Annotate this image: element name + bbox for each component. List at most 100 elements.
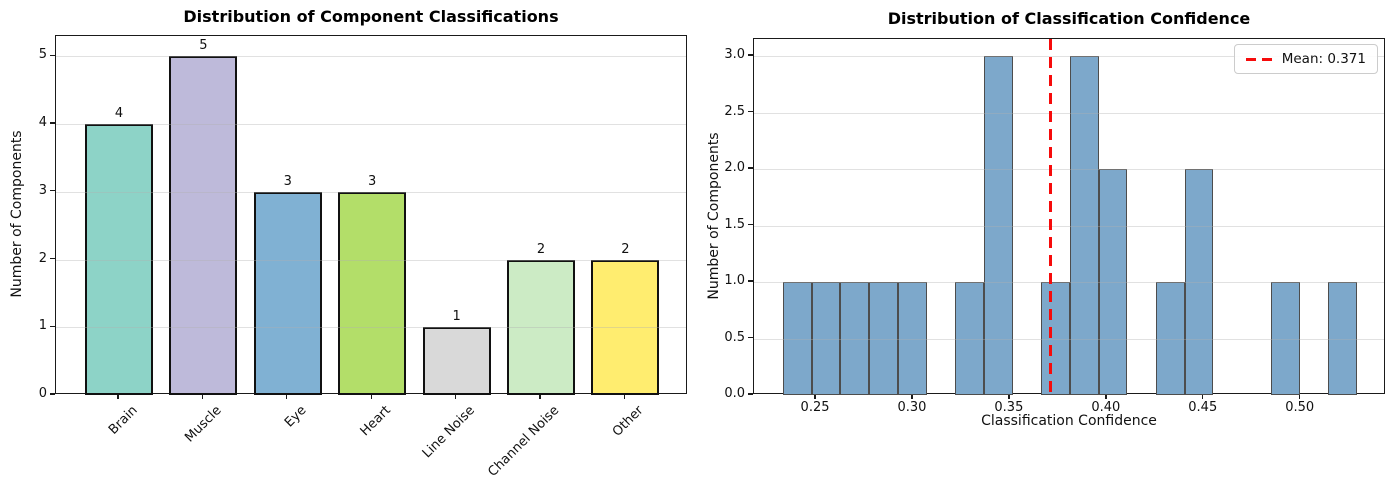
hist-bar	[811, 282, 841, 395]
x-tick-label: 0.40	[1091, 400, 1121, 415]
x-tick-label: 0.35	[994, 400, 1024, 415]
y-tick-label: 0.5	[724, 329, 745, 345]
x-tick-mark	[117, 394, 119, 399]
y-tick-mark	[50, 190, 55, 192]
y-tick-label: 3.0	[724, 47, 745, 62]
hist-bar	[869, 282, 898, 395]
y-tick-label: 1	[38, 318, 47, 334]
x-tick-mark	[539, 394, 541, 399]
mean-line	[1049, 39, 1053, 395]
x-tick-label-brain: Brain	[105, 403, 141, 438]
legend: Mean: 0.371	[1233, 44, 1378, 74]
bar-value-label: 3	[368, 173, 377, 189]
y-tick-mark	[748, 223, 753, 226]
hist-bar	[983, 56, 1013, 395]
y-tick-mark	[50, 54, 55, 57]
bar-muscle	[169, 56, 238, 395]
mean-line-legend-swatch	[1245, 57, 1273, 61]
hist-bar	[955, 282, 984, 395]
x-tick-label-other: Other	[610, 403, 648, 440]
y-tick-label: 2	[38, 250, 47, 266]
y-tick-label: 4	[38, 115, 47, 131]
gridline-y	[56, 56, 686, 58]
bar-eye	[253, 191, 322, 395]
right-plot-area: Mean: 0.371	[753, 38, 1385, 395]
x-tick-mark	[814, 394, 816, 399]
hist-bar	[1098, 169, 1128, 395]
gridline-y	[754, 282, 1384, 283]
x-tick-label: 0.25	[800, 400, 830, 415]
x-tick-label-channel-noise: Channel Noise	[485, 403, 563, 480]
y-tick-mark	[50, 122, 55, 124]
hist-bar	[1156, 282, 1185, 395]
x-tick-mark	[1202, 394, 1204, 399]
bar-value-label: 1	[452, 309, 461, 325]
x-tick-mark	[1299, 394, 1301, 399]
y-tick-label: 0	[38, 386, 47, 401]
x-tick-label-heart: Heart	[357, 403, 394, 440]
x-tick-mark	[1105, 394, 1107, 399]
y-tick-label: 1.0	[724, 273, 745, 288]
left-chart-title: Distribution of Component Classification…	[183, 7, 559, 26]
x-tick-mark	[623, 394, 626, 399]
gridline-y	[56, 124, 686, 126]
gridline-y	[56, 191, 686, 193]
bar-heart	[338, 191, 407, 395]
gridline-y	[56, 327, 686, 329]
x-tick-label: 0.50	[1285, 400, 1315, 415]
y-tick-label: 2.0	[724, 160, 745, 175]
x-tick-label: 0.30	[897, 400, 927, 415]
y-tick-mark	[748, 280, 753, 282]
y-tick-mark	[748, 167, 753, 169]
y-tick-label: 5	[38, 47, 47, 63]
y-tick-mark	[50, 257, 55, 260]
y-tick-label: 0.0	[724, 386, 745, 401]
hist-bar	[840, 282, 870, 395]
left-plot-area: 4 5 3 3 1 2 2	[55, 35, 687, 395]
hist-bar	[1041, 282, 1070, 395]
bar-value-label: 2	[621, 241, 630, 257]
x-tick-mark	[286, 394, 288, 399]
y-tick-label: 2.5	[724, 103, 745, 119]
hist-bar	[1270, 282, 1300, 395]
bar-value-label: 4	[114, 106, 124, 122]
x-tick-mark	[455, 394, 457, 399]
y-tick-mark	[748, 393, 753, 395]
gridline-y	[754, 112, 1384, 114]
gridline-y	[754, 56, 1384, 57]
y-tick-label: 3	[38, 182, 47, 198]
gridline-y	[754, 169, 1384, 170]
gridline-y	[56, 259, 686, 261]
gridline-y	[754, 338, 1384, 340]
bar-line-noise	[422, 327, 491, 395]
hist-bar	[1184, 169, 1214, 395]
legend-label: Mean: 0.371	[1281, 51, 1366, 67]
x-tick-label-line-noise: Line Noise	[420, 403, 479, 462]
bar-value-label: 5	[199, 38, 208, 54]
x-tick-label-muscle: Muscle	[182, 403, 226, 446]
y-tick-mark	[748, 110, 753, 113]
x-tick-mark	[911, 394, 913, 399]
x-tick-label-eye: Eye	[281, 403, 310, 431]
hist-bar	[1070, 56, 1099, 395]
bar-channel-noise	[507, 259, 575, 395]
bar-brain	[85, 124, 153, 395]
y-tick-mark	[748, 54, 753, 56]
x-tick-mark	[1008, 394, 1010, 399]
x-tick-label: 0.45	[1188, 400, 1218, 415]
right-chart-title: Distribution of Classification Confidenc…	[887, 9, 1251, 28]
y-tick-label: 1.5	[724, 216, 745, 232]
hist-bar	[1328, 282, 1357, 395]
hist-bar	[897, 282, 927, 395]
bar-other	[591, 259, 660, 395]
x-tick-mark	[201, 394, 204, 399]
left-y-axis-label: Number of Components	[9, 130, 25, 298]
x-tick-mark	[370, 394, 372, 399]
y-tick-mark	[748, 336, 753, 339]
gridline-y	[754, 225, 1384, 227]
right-x-axis-label: Classification Confidence	[981, 413, 1157, 429]
hist-bar	[783, 282, 812, 395]
bar-value-label: 3	[283, 173, 292, 189]
y-tick-mark	[50, 325, 55, 327]
